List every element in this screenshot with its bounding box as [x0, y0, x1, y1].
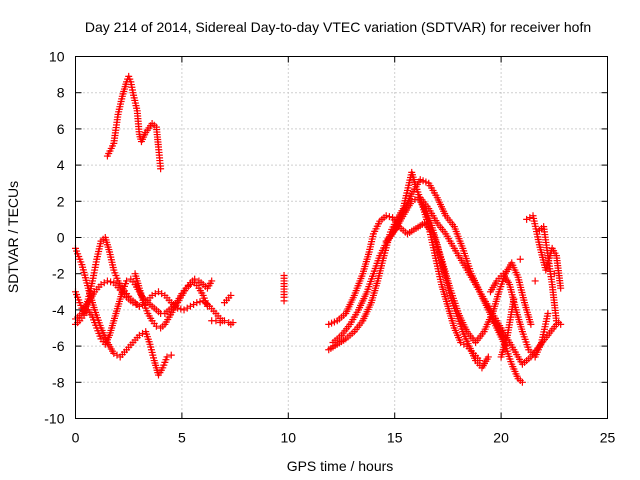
y-tick-label: -6 — [52, 338, 65, 354]
data-point — [212, 317, 220, 325]
data-point — [139, 329, 147, 337]
x-tick-label: 20 — [493, 430, 509, 446]
y-tick-label: 0 — [57, 230, 65, 246]
y-tick-label: -8 — [52, 374, 65, 390]
data-point — [516, 255, 524, 263]
data-point — [183, 304, 191, 312]
x-tick-label: 0 — [72, 430, 80, 446]
data-point — [157, 165, 165, 173]
data-point — [177, 305, 185, 313]
data-point — [167, 351, 175, 359]
chart-title: Day 214 of 2014, Sidereal Day-to-day VTE… — [85, 19, 591, 35]
x-tick-label: 25 — [600, 430, 616, 446]
data-point — [180, 306, 188, 314]
data-point — [557, 320, 565, 328]
data-point — [544, 310, 552, 318]
x-tick-label: 15 — [387, 430, 403, 446]
data-point — [385, 213, 393, 221]
y-tick-label: 8 — [57, 85, 65, 101]
data-point — [550, 270, 558, 278]
y-tick-label: 6 — [57, 121, 65, 137]
y-axis-label: SDTVAR / TECUs — [5, 181, 21, 293]
data-point — [151, 290, 159, 298]
data-point — [196, 298, 204, 306]
data-point — [229, 319, 237, 327]
y-tick-label: -10 — [44, 411, 64, 427]
data-point — [103, 277, 111, 285]
data-point — [220, 317, 228, 325]
data-point — [107, 278, 115, 286]
data-point — [518, 378, 526, 386]
data-point — [523, 215, 531, 223]
data-point — [190, 300, 198, 308]
data-point — [280, 297, 288, 305]
data-point — [186, 302, 194, 310]
data-point — [208, 277, 216, 285]
data-point — [158, 290, 166, 298]
data-point — [227, 291, 235, 299]
data-points — [72, 72, 565, 386]
data-point — [132, 300, 140, 308]
data-point — [382, 212, 390, 220]
y-tick-label: -4 — [52, 302, 65, 318]
data-point — [216, 319, 224, 327]
data-point — [123, 277, 131, 285]
y-tick-label: -2 — [52, 266, 65, 282]
data-point — [527, 320, 535, 328]
data-point — [191, 275, 199, 283]
data-point — [113, 351, 121, 359]
grid-lines — [75, 56, 608, 419]
data-point — [154, 288, 162, 296]
y-tick-label: 10 — [49, 49, 65, 65]
y-tick-label: 2 — [57, 193, 65, 209]
data-point — [152, 322, 160, 330]
data-point — [526, 214, 534, 222]
plot-frame — [75, 56, 608, 419]
x-axis-label: GPS time / hours — [287, 458, 394, 474]
data-point — [557, 284, 565, 292]
x-tick-label: 10 — [281, 430, 297, 446]
data-point — [484, 353, 492, 361]
data-point — [531, 277, 539, 285]
data-point — [193, 299, 201, 307]
tick-labels: -10 -8 -6 -4 -2 0 2 4 6 8 10 0 5 10 15 20 25 — [44, 49, 615, 446]
data-point — [100, 279, 108, 287]
y-tick-label: 4 — [57, 157, 65, 173]
x-tick-label: 5 — [178, 430, 186, 446]
data-point — [163, 353, 171, 361]
